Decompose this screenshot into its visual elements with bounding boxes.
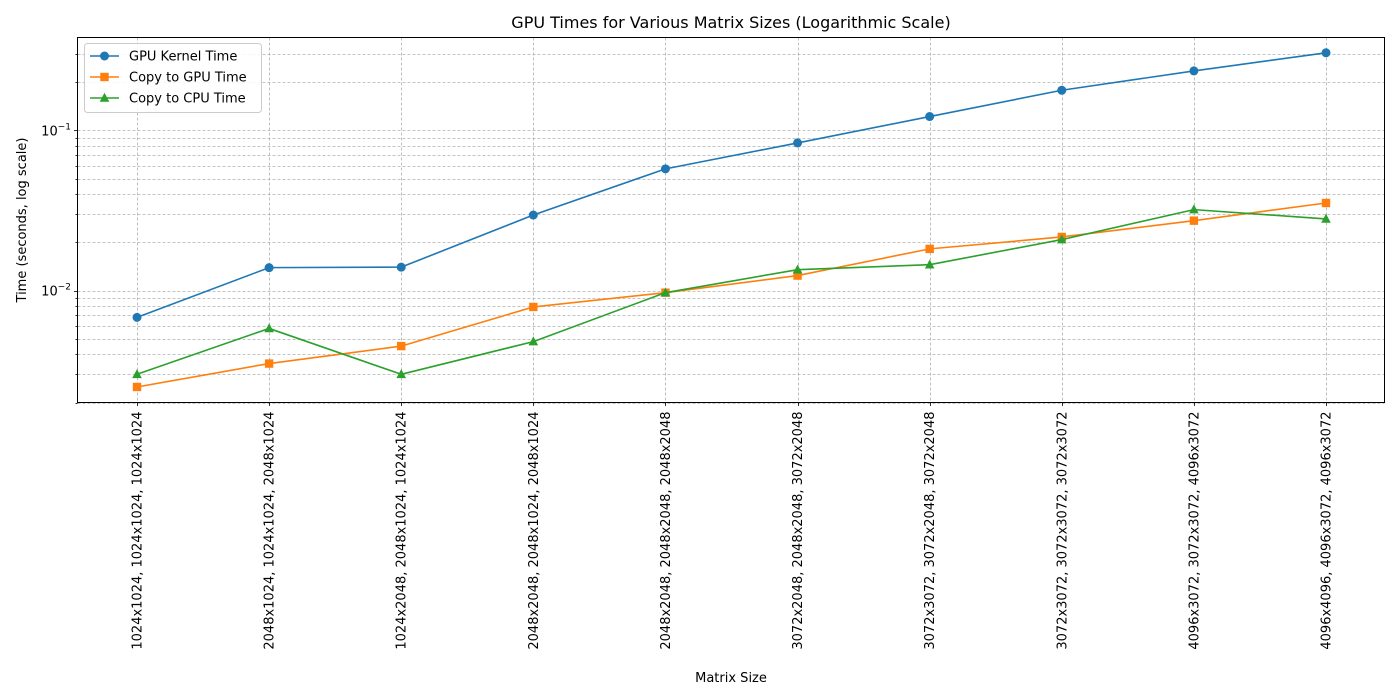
series-layer	[132, 48, 1331, 392]
data-point	[1321, 213, 1331, 223]
series-line	[136, 208, 1327, 376]
x-axis-ticks: 1024x1024, 1024x1024, 1024x1024 2048x1024…	[131, 402, 1335, 650]
data-point	[396, 262, 406, 272]
x-tick-label: 4096x3072, 3072x3072, 4096x3072	[1187, 412, 1202, 650]
data-point	[1189, 216, 1199, 225]
y-axis-ticks: 10−210−1	[41, 54, 78, 404]
data-point	[660, 287, 671, 297]
data-point	[528, 336, 539, 346]
legend: GPU Kernel Time Copy to GPU Time Copy to C…	[84, 43, 262, 113]
data-point	[793, 138, 803, 148]
legend-box	[84, 43, 262, 113]
data-point	[793, 271, 802, 280]
series-0	[132, 48, 1331, 322]
legend-swatch-marker	[99, 92, 110, 102]
data-point	[528, 210, 538, 220]
plot-frame	[77, 37, 1385, 403]
y-tick-base: 10	[41, 124, 58, 139]
y-tick-exponent: −1	[58, 122, 71, 132]
data-point	[264, 359, 274, 368]
x-tick-label: 4096x4096, 4096x3072, 4096x3072	[1320, 412, 1335, 650]
series-line	[136, 52, 1327, 319]
chart-title: GPU Times for Various Matrix Sizes (Loga…	[511, 13, 950, 32]
data-point	[264, 323, 274, 333]
series-2	[132, 204, 1331, 379]
x-axis-label: Matrix Size	[695, 671, 767, 686]
data-point	[1321, 48, 1331, 58]
legend-label: Copy to CPU Time	[129, 92, 246, 107]
legend-label: Copy to GPU Time	[129, 71, 247, 86]
data-point	[397, 341, 406, 351]
data-point	[925, 112, 935, 122]
data-point	[1189, 204, 1199, 214]
y-tick-base: 10	[41, 285, 58, 300]
data-point	[132, 382, 142, 392]
data-point	[1056, 234, 1067, 244]
data-point	[792, 264, 803, 274]
x-tick-label: 2048x1024, 1024x1024, 2048x1024	[263, 412, 278, 650]
x-tick-label: 3072x2048, 2048x2048, 3072x2048	[791, 412, 806, 650]
x-tick-label: 2048x2048, 2048x2048, 2048x2048	[659, 412, 674, 650]
y-tick-label: 10−1	[41, 122, 71, 139]
data-point	[396, 369, 407, 379]
data-point	[660, 164, 670, 174]
legend-swatch-marker	[100, 51, 109, 61]
y-axis-label: Time (seconds, log scale)	[15, 138, 30, 304]
x-tick-label: 3072x3072, 3072x3072, 3072x3072	[1055, 412, 1070, 650]
x-tick-label: 2048x2048, 2048x1024, 2048x1024	[527, 412, 542, 650]
data-point	[132, 369, 142, 379]
series-1	[132, 198, 1331, 392]
legend-swatch-marker	[100, 72, 109, 82]
data-point	[529, 302, 538, 312]
x-tick-label: 1024x2048, 2048x1024, 1024x1024	[395, 412, 410, 650]
data-point	[1321, 198, 1331, 208]
data-point	[1189, 66, 1199, 76]
x-tick-label: 3072x3072, 3072x2048, 3072x2048	[923, 412, 938, 650]
data-point	[924, 259, 935, 269]
data-point	[132, 312, 142, 322]
data-point	[264, 263, 274, 273]
data-point	[925, 244, 934, 254]
y-tick-label: 10−2	[41, 283, 71, 300]
grid-lines	[77, 37, 1385, 404]
data-point	[1057, 85, 1067, 95]
x-tick-label: 1024x1024, 1024x1024, 1024x1024	[131, 412, 146, 650]
legend-label: GPU Kernel Time	[129, 50, 237, 65]
y-tick-exponent: −2	[58, 283, 71, 293]
series-line	[136, 202, 1327, 388]
